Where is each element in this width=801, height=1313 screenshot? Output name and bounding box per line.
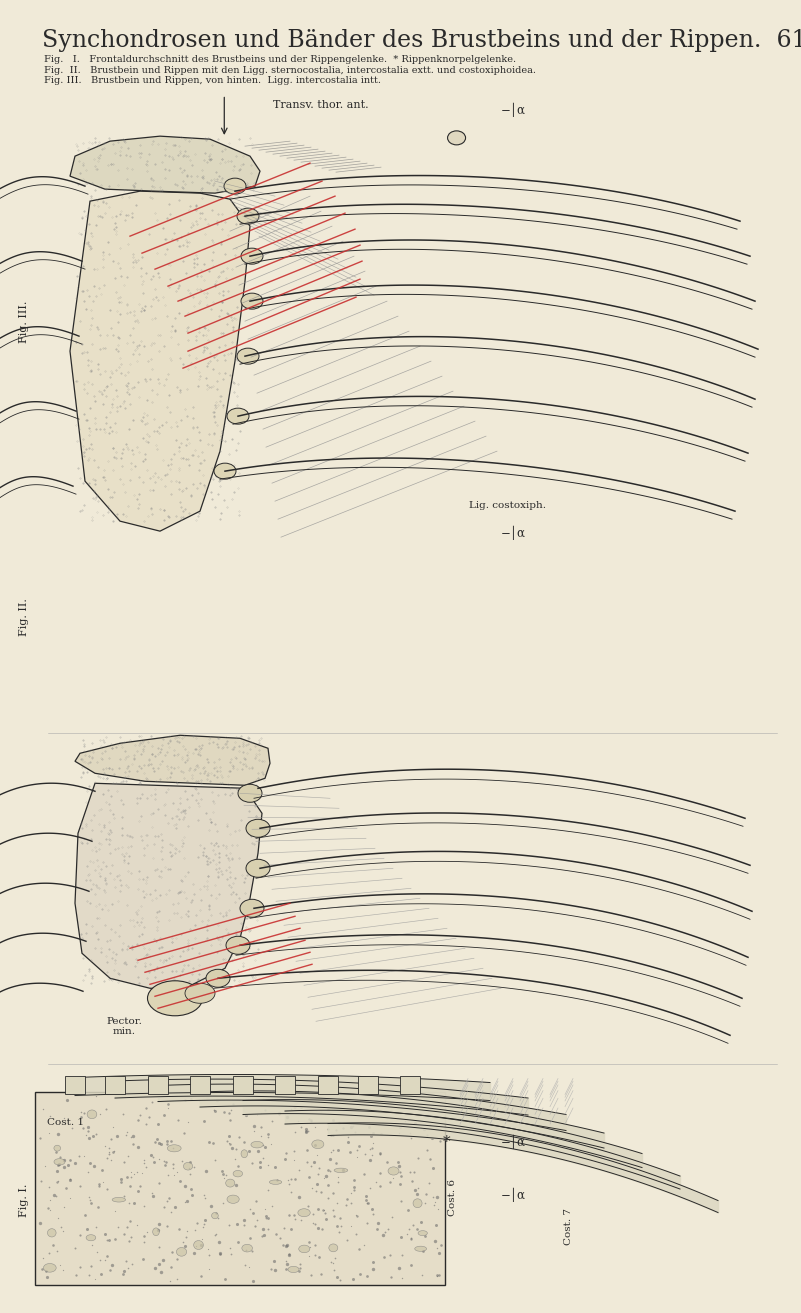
Ellipse shape [418, 1230, 428, 1236]
Text: −│α: −│α [501, 1136, 525, 1149]
Ellipse shape [112, 1197, 126, 1203]
Polygon shape [70, 137, 260, 193]
Ellipse shape [226, 1179, 235, 1187]
Text: −│α: −│α [501, 104, 525, 117]
Text: Fig. II.: Fig. II. [19, 599, 29, 635]
Text: Fig.   I.   Frontaldurchschnitt des Brustbeins und der Rippengelenke.  * Rippenk: Fig. I. Frontaldurchschnitt des Brustbei… [44, 55, 516, 64]
Ellipse shape [224, 179, 246, 194]
Text: Synchondrosen und Bänder des Brustbeins und der Rippen.  61: Synchondrosen und Bänder des Brustbeins … [42, 29, 801, 53]
Ellipse shape [269, 1180, 282, 1184]
Ellipse shape [299, 1245, 310, 1253]
Bar [35, 1091, 445, 1285]
Bar [233, 1075, 253, 1094]
Ellipse shape [246, 819, 270, 838]
Ellipse shape [251, 1141, 264, 1148]
Bar [400, 1075, 420, 1094]
Text: Transv. thor. ant.: Transv. thor. ant. [272, 100, 368, 110]
Ellipse shape [185, 983, 215, 1003]
Ellipse shape [227, 1195, 239, 1204]
Ellipse shape [240, 899, 264, 918]
Ellipse shape [226, 936, 250, 955]
Ellipse shape [47, 1229, 56, 1237]
Ellipse shape [54, 1158, 65, 1165]
Ellipse shape [241, 248, 263, 264]
Text: Cost. 6: Cost. 6 [448, 1179, 457, 1216]
Ellipse shape [176, 1247, 187, 1257]
Ellipse shape [334, 1169, 348, 1173]
Ellipse shape [415, 1246, 427, 1251]
Bar [65, 1075, 85, 1094]
Ellipse shape [413, 1199, 422, 1208]
Text: Fig.  II.   Brustbein und Rippen mit den Ligg. sternocostalia, intercostalia ext: Fig. II. Brustbein und Rippen mit den Li… [44, 66, 536, 75]
Bar [275, 1075, 295, 1094]
Ellipse shape [153, 1228, 159, 1236]
Text: −│α: −│α [501, 527, 525, 540]
Ellipse shape [329, 1243, 338, 1251]
Text: *: * [443, 1136, 451, 1149]
Bar [318, 1075, 338, 1094]
Bar [105, 1075, 125, 1094]
Polygon shape [70, 192, 250, 532]
Ellipse shape [167, 1145, 181, 1152]
Ellipse shape [147, 981, 203, 1016]
Bar [358, 1075, 378, 1094]
Ellipse shape [241, 1150, 248, 1158]
Ellipse shape [237, 348, 259, 364]
Text: Cost. 7: Cost. 7 [564, 1208, 574, 1245]
Text: −│α: −│α [501, 1188, 525, 1201]
Bar [148, 1075, 168, 1094]
Polygon shape [75, 784, 262, 989]
Ellipse shape [183, 1162, 193, 1170]
Ellipse shape [206, 969, 230, 987]
Polygon shape [75, 735, 270, 785]
Ellipse shape [298, 1209, 310, 1217]
Text: Fig. III.: Fig. III. [19, 301, 29, 343]
Ellipse shape [312, 1140, 324, 1149]
Ellipse shape [86, 1234, 96, 1241]
Ellipse shape [238, 784, 262, 802]
Ellipse shape [242, 1245, 252, 1253]
Ellipse shape [241, 293, 263, 309]
Ellipse shape [246, 859, 270, 877]
Text: Cost. 1: Cost. 1 [47, 1119, 84, 1127]
Ellipse shape [87, 1109, 97, 1119]
Ellipse shape [214, 463, 236, 479]
Ellipse shape [388, 1167, 399, 1175]
Ellipse shape [288, 1266, 299, 1272]
Bar [190, 1075, 210, 1094]
Text: Lig. costoxiph.: Lig. costoxiph. [469, 502, 545, 509]
Ellipse shape [54, 1145, 61, 1152]
Text: Fig. I.: Fig. I. [19, 1183, 29, 1217]
Ellipse shape [233, 1170, 243, 1176]
Ellipse shape [194, 1241, 203, 1250]
Ellipse shape [43, 1263, 56, 1272]
Text: Pector.
min.: Pector. min. [107, 1018, 142, 1036]
Ellipse shape [448, 131, 465, 144]
Text: Fig. III.   Brustbein und Rippen, von hinten.  Ligg. intercostalia intt.: Fig. III. Brustbein und Rippen, von hint… [44, 76, 381, 85]
Ellipse shape [227, 408, 249, 424]
Ellipse shape [237, 209, 259, 225]
Ellipse shape [211, 1212, 218, 1218]
